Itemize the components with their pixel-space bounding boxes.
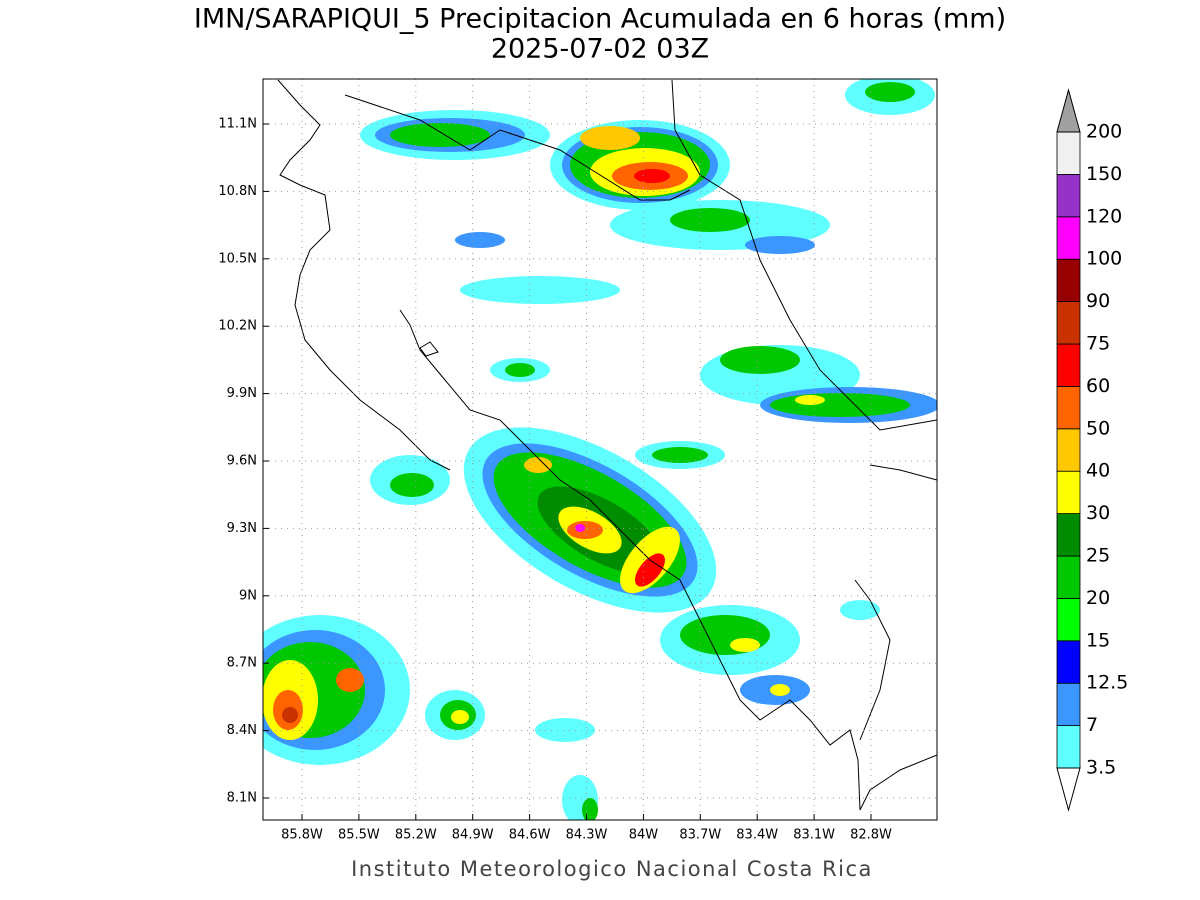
colorbar-label: 20 xyxy=(1086,587,1110,609)
footer: Instituto Meteorologico Nacional Costa R… xyxy=(351,857,873,881)
lat-label: 10.2N xyxy=(218,319,257,334)
lon-label: 85.8W xyxy=(281,828,323,843)
lat-label: 8.7N xyxy=(227,656,257,671)
lon-label: 84.6W xyxy=(509,828,551,843)
lon-label: 83.4W xyxy=(736,828,778,843)
colorbar-segment xyxy=(1056,640,1081,684)
colorbar-segment xyxy=(1056,682,1081,727)
title: IMN/SARAPIQUI_5 Precipitacion Acumulada … xyxy=(194,4,1006,35)
lat-label: 11.1N xyxy=(218,117,257,132)
lon-label: 85.2W xyxy=(395,828,437,843)
rain-cell xyxy=(700,345,937,423)
lon-label: 83.1W xyxy=(793,828,835,843)
coastline xyxy=(277,79,451,471)
colorbar-segment xyxy=(1056,385,1081,430)
border xyxy=(344,94,691,201)
colorbar-label: 60 xyxy=(1086,375,1110,397)
map-frame xyxy=(262,78,938,821)
colorbar-label: 75 xyxy=(1086,333,1110,355)
colorbar-segment xyxy=(1056,555,1081,599)
colorbar-label: 90 xyxy=(1086,290,1110,312)
colorbar-segment xyxy=(1056,173,1081,218)
lon-label: 85.5W xyxy=(338,828,380,843)
lon-label: 83.7W xyxy=(679,828,721,843)
lat-label: 9.3N xyxy=(227,521,257,536)
colorbar-label: 50 xyxy=(1086,417,1110,439)
colorbar-segment xyxy=(1056,301,1081,345)
rain-cell xyxy=(550,120,730,210)
colorbar-segment xyxy=(1056,470,1081,515)
rain-cell xyxy=(455,200,830,304)
rain-cell xyxy=(360,110,550,160)
rain-cell xyxy=(370,79,935,820)
colorbar-label: 12.5 xyxy=(1086,672,1128,694)
rain-cell xyxy=(463,427,717,613)
lon-label: 84.3W xyxy=(566,828,608,843)
lon-label: 82.8W xyxy=(850,828,892,843)
colorbar-segment xyxy=(1056,725,1081,769)
colorbar-label: 150 xyxy=(1086,163,1122,185)
lat-label: 9.9N xyxy=(227,386,257,401)
lat-label: 9N xyxy=(239,588,257,603)
colorbar-label: 100 xyxy=(1086,248,1122,270)
lat-label: 10.5N xyxy=(218,251,257,266)
colorbar-segment xyxy=(1056,343,1081,387)
precip-field xyxy=(263,79,937,820)
subtitle: 2025-07-02 03Z xyxy=(491,34,709,65)
coastline xyxy=(859,754,937,811)
colorbar-label: 200 xyxy=(1086,121,1122,143)
colorbar-segment xyxy=(1056,258,1081,303)
lon-label: 84W xyxy=(629,828,659,843)
colorbar-segment xyxy=(1056,131,1081,175)
colorbar-label: 25 xyxy=(1086,545,1110,567)
colorbar-label: 15 xyxy=(1086,629,1110,651)
border xyxy=(854,464,937,741)
colorbar-label: 40 xyxy=(1086,460,1110,482)
colorbar-segment xyxy=(1056,513,1081,557)
coastline xyxy=(399,309,861,811)
lat-label: 8.4N xyxy=(227,723,257,738)
colorbar-segment xyxy=(1056,428,1081,472)
colorbar-label: 7 xyxy=(1086,714,1098,736)
colorbar-label: 3.5 xyxy=(1086,757,1116,779)
island xyxy=(419,341,439,357)
colorbar-under xyxy=(1056,767,1081,812)
colorbar-label: 30 xyxy=(1086,502,1110,524)
colorbar-segment xyxy=(1056,598,1081,642)
lat-label: 10.8N xyxy=(218,184,257,199)
colorbar-segment xyxy=(1056,216,1081,260)
colorbar-over xyxy=(1056,88,1081,133)
lon-label: 84.9W xyxy=(452,828,494,843)
coastline xyxy=(671,79,937,431)
rain-cell xyxy=(263,615,485,765)
lat-label: 8.1N xyxy=(227,791,257,806)
grid xyxy=(263,79,937,820)
colorbar-label: 120 xyxy=(1086,205,1122,227)
rain-cell xyxy=(660,605,810,705)
coastlines xyxy=(277,79,937,811)
lat-label: 9.6N xyxy=(227,454,257,469)
